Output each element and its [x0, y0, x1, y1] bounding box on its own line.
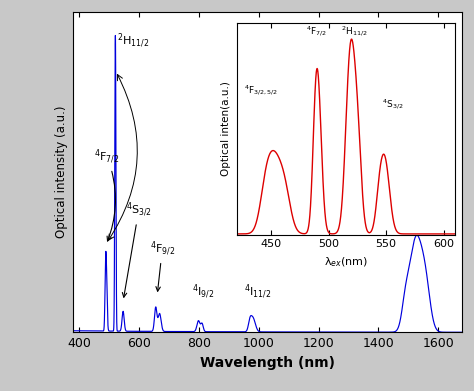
- X-axis label: Wavelength (nm): Wavelength (nm): [201, 356, 335, 370]
- Text: $^4$F$_{9/2}$: $^4$F$_{9/2}$: [150, 239, 175, 291]
- Text: $^4$I$_{11/2}$: $^4$I$_{11/2}$: [244, 282, 271, 301]
- Text: $^4$I$_{13/2}$: $^4$I$_{13/2}$: [391, 195, 418, 213]
- Y-axis label: Optical intensity (a.u.): Optical intensity (a.u.): [55, 106, 68, 238]
- Text: $^4$F$_{3/2,5/2}$: $^4$F$_{3/2,5/2}$: [244, 84, 278, 98]
- X-axis label: λ$_{ex}$(nm): λ$_{ex}$(nm): [324, 255, 368, 269]
- Text: $^4$F$_{7/2}$: $^4$F$_{7/2}$: [306, 25, 327, 39]
- Text: $^4$S$_{3/2}$: $^4$S$_{3/2}$: [122, 201, 152, 297]
- Text: $^2$H$_{11/2}$: $^2$H$_{11/2}$: [341, 25, 368, 39]
- Y-axis label: Optical inten(a.u.): Optical inten(a.u.): [221, 82, 231, 176]
- Text: $^4$I$_{9/2}$: $^4$I$_{9/2}$: [192, 282, 215, 301]
- Text: $^2$H$_{11/2}$: $^2$H$_{11/2}$: [117, 31, 149, 50]
- Text: $^4$F$_{7/2}$: $^4$F$_{7/2}$: [94, 147, 120, 241]
- Text: $^4$S$_{3/2}$: $^4$S$_{3/2}$: [382, 97, 403, 111]
